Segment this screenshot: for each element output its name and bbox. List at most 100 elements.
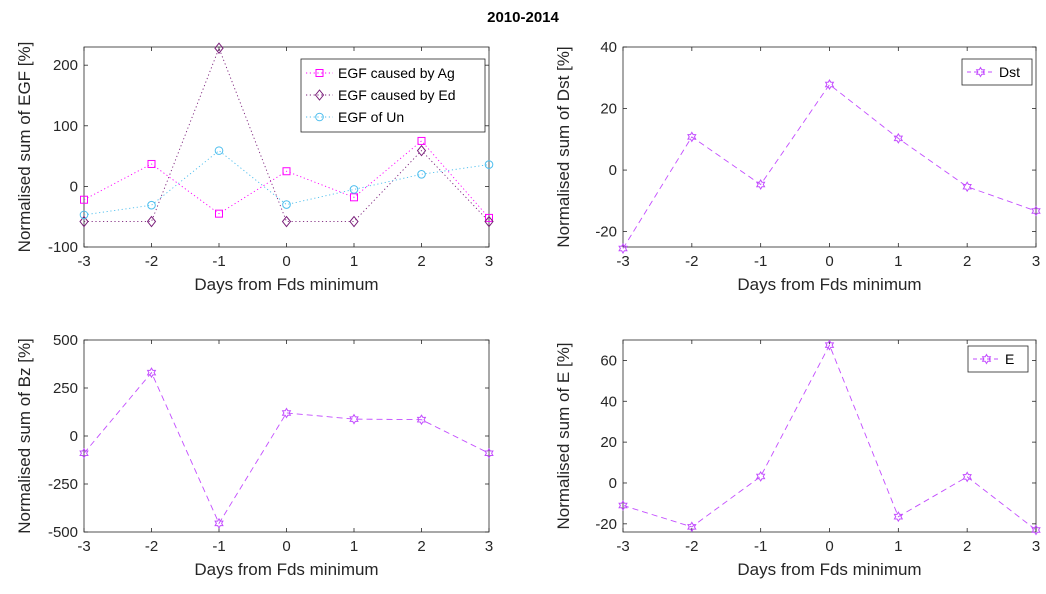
chart-dst-xtick-label: 3 (1032, 253, 1040, 270)
series-dst-line (622, 83, 1037, 249)
series-dst-point (962, 181, 972, 193)
chart-e-ytick-label: 20 (600, 434, 617, 451)
legend-e-label: E (1005, 351, 1014, 367)
series-bz-point (416, 414, 427, 426)
chart-e: -3 -2 -1 0 1 2 3 -20 0 20 40 60 Days from Fds minimu… (554, 339, 1041, 579)
chart-e-xtick-label: 3 (1032, 538, 1040, 555)
chart-egf-ytick-label: 100 (53, 118, 78, 135)
chart-dst-xtick-label: -3 (616, 253, 629, 270)
chart-e-legend: E (967, 345, 1029, 373)
chart-bz-ytick-label: 0 (70, 428, 78, 445)
chart-e-xtick-label: 2 (963, 538, 971, 555)
series-bz-point (214, 517, 224, 529)
chart-bz-xtick-label: 1 (350, 538, 358, 555)
series-egf-caused-by-ed-point (484, 215, 494, 228)
chart-dst: -3 -2 -1 0 1 2 3 -20 0 20 40 Days from Fds minimum N… (554, 39, 1041, 294)
series-dst-point (893, 132, 904, 144)
series-bz-line (83, 371, 490, 525)
chart-egf-ylabel: Normalised sum of EGF [%] (15, 42, 34, 253)
series-egf-caused-by-ag-point (485, 213, 493, 222)
series-egf-of-un-point (214, 146, 224, 155)
series-egf-of-un-point (349, 185, 359, 194)
legend-egf-of-un-label: EGF of Un (338, 109, 404, 125)
series-e-point (755, 470, 766, 482)
chart-egf-xtick-label: 2 (417, 253, 425, 270)
chart-bz-axes-box (83, 339, 490, 533)
chart-dst-xlabel: Days from Fds minimum (737, 275, 921, 294)
chart-dst-xtick-label: 2 (963, 253, 971, 270)
series-egf-of-un-point (147, 200, 156, 210)
chart-bz-ytick-label: 250 (53, 380, 78, 397)
chart-egf-xtick-label: 1 (350, 253, 358, 270)
chart-bz-ytick-label: 500 (53, 332, 78, 349)
chart-dst-legend: Dst (961, 58, 1033, 86)
chart-dst-xtick-label: -2 (685, 253, 698, 270)
series-egf-of-un (79, 146, 494, 220)
series-egf-caused-by-ag-point (215, 209, 223, 218)
chart-e-xtick-label: -2 (685, 538, 698, 555)
chart-egf-xtick-label: -3 (77, 253, 90, 270)
chart-bz-xtick-label: 0 (282, 538, 290, 555)
chart-dst-ytick-label: 20 (600, 101, 617, 118)
series-egf-caused-by-ed-point (214, 42, 224, 55)
chart-bz-ytick-label: -500 (48, 524, 78, 541)
series-bz (79, 367, 494, 529)
chart-dst-xtick-label: 0 (825, 253, 833, 270)
legend-e-marker (981, 353, 992, 365)
series-egf-caused-by-ag-point (147, 159, 156, 168)
series-e-point (1031, 524, 1041, 536)
chart-dst-ylabel: Normalised sum of Dst [%] (554, 46, 573, 247)
series-dst (618, 79, 1041, 255)
chart-egf-xlabel: Days from Fds minimum (194, 275, 378, 294)
series-egf-caused-by-ag-point (282, 167, 291, 176)
chart-bz-xlabel: Days from Fds minimum (194, 560, 378, 579)
chart-bz-xtick-label: 2 (417, 538, 425, 555)
legend-dst-label: Dst (999, 64, 1020, 80)
chart-bz-ylabel: Normalised sum of Bz [%] (15, 338, 34, 534)
series-egf-caused-by-ed (79, 42, 494, 228)
series-dst-point (618, 243, 628, 255)
series-dst-point (687, 131, 697, 143)
chart-bz-xtick-label: -3 (77, 538, 90, 555)
series-egf-caused-by-ed-point (349, 215, 359, 228)
series-bz-point (79, 447, 89, 459)
chart-e-xtick-label: 0 (825, 538, 833, 555)
chart-egf-ytick-label: 200 (53, 57, 78, 74)
legend-egf-caused-by-ag-marker (315, 69, 324, 77)
series-bz-point (281, 407, 292, 419)
chart-dst-ytick-label: 0 (609, 162, 617, 179)
series-egf-caused-by-ag-point (80, 195, 88, 204)
series-egf-caused-by-ag-point (350, 193, 358, 202)
chart-egf-xtick-label: -1 (212, 253, 225, 270)
series-egf-caused-by-ag (80, 136, 493, 222)
chart-bz-ytick-label: -250 (48, 476, 78, 493)
chart-dst-ytick-label: 40 (600, 39, 617, 56)
chart-e-axes-box (622, 339, 1037, 533)
legend-egf-of-un-marker (315, 112, 324, 122)
chart-egf-xtick-label: -2 (145, 253, 158, 270)
chart-e-ytick-label: 40 (600, 393, 617, 410)
series-egf-of-un-point (417, 169, 426, 179)
legend-egf-caused-by-ag-label: EGF caused by Ag (338, 65, 455, 81)
series-egf-caused-by-ag-line (83, 140, 490, 219)
series-dst-point (1031, 205, 1041, 217)
legend-egf-caused-by-ed-label: EGF caused by Ed (338, 87, 456, 103)
chart-e-ylabel: Normalised sum of E [%] (554, 342, 573, 529)
chart-e-ytick-label: 60 (600, 352, 617, 369)
chart-bz-xtick-label: 3 (485, 538, 493, 555)
series-dst-point (824, 79, 835, 91)
series-e-point (962, 471, 972, 483)
series-egf-caused-by-ed-point (281, 215, 292, 228)
chart-e-xlabel: Days from Fds minimum (737, 560, 921, 579)
legend-egf-caused-by-ed-marker (314, 89, 325, 101)
chart-dst-ytick-label: -20 (595, 224, 617, 241)
series-egf-caused-by-ed-point (146, 215, 157, 228)
series-egf-of-un-point (484, 160, 494, 169)
series-e-point (687, 521, 697, 533)
chart-egf-xtick-label: 3 (485, 253, 493, 270)
chart-e-xtick-label: 1 (894, 538, 902, 555)
chart-bz-xtick-label: -2 (145, 538, 158, 555)
chart-e-ytick-label: 0 (609, 475, 617, 492)
